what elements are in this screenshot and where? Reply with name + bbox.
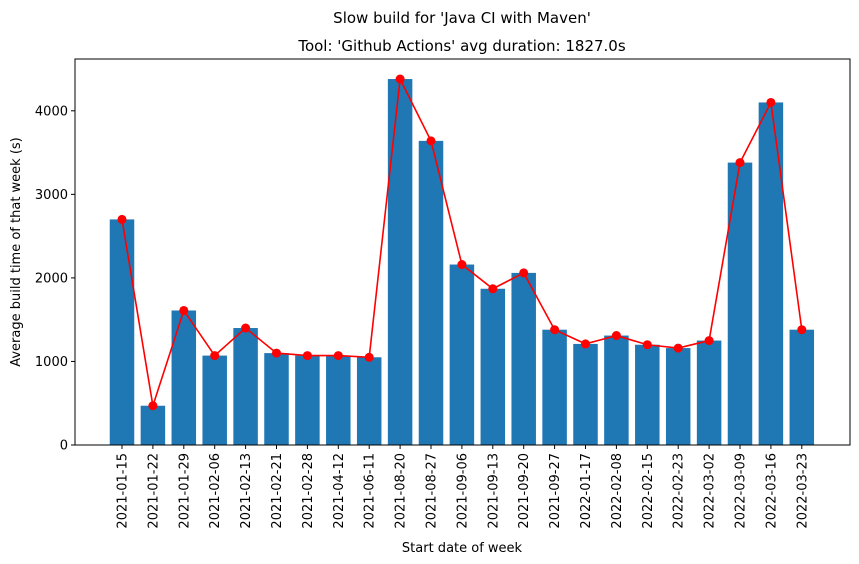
bar bbox=[727, 162, 753, 445]
line-point bbox=[673, 343, 683, 353]
bar bbox=[233, 328, 258, 445]
bar bbox=[109, 219, 135, 445]
x-tick-label: 2021-02-28 bbox=[301, 453, 316, 529]
bar bbox=[202, 355, 227, 445]
bar bbox=[789, 329, 815, 445]
line-point bbox=[766, 97, 776, 107]
line-point bbox=[395, 74, 405, 84]
line-point bbox=[364, 352, 374, 362]
x-tick-label: 2021-02-21 bbox=[270, 453, 285, 529]
x-axis-label: Start date of week bbox=[402, 541, 523, 556]
x-tick-label: 2021-09-13 bbox=[486, 453, 501, 529]
line-point bbox=[735, 158, 745, 168]
bar bbox=[635, 344, 660, 445]
bar bbox=[140, 405, 166, 445]
y-tick-label: 0 bbox=[60, 439, 68, 454]
line-series bbox=[117, 74, 807, 411]
bar bbox=[480, 288, 506, 445]
x-tick-label: 2021-08-20 bbox=[394, 453, 409, 529]
x-tick-label: 2022-03-23 bbox=[795, 453, 810, 529]
y-tick-label: 1000 bbox=[35, 355, 68, 370]
line-point bbox=[148, 401, 158, 411]
x-tick-label: 2021-01-22 bbox=[146, 453, 161, 529]
x-tick-label: 2021-08-27 bbox=[425, 453, 440, 529]
bar bbox=[295, 355, 320, 445]
x-tick-label: 2021-02-06 bbox=[208, 453, 223, 529]
x-tick-label: 2022-03-16 bbox=[764, 453, 779, 529]
bar bbox=[758, 102, 784, 445]
chart-title: Tool: 'Github Actions' avg duration: 182… bbox=[297, 37, 626, 55]
bar bbox=[264, 353, 289, 445]
x-tick-label: 2021-09-20 bbox=[517, 453, 532, 529]
line-point bbox=[333, 351, 343, 361]
y-axis: 0 1000 2000 3000 4000 bbox=[35, 104, 75, 454]
bar bbox=[604, 335, 629, 445]
x-axis: 2021-01-15 2021-01-22 2021-01-29 2021-02-06… bbox=[116, 445, 810, 529]
line-point bbox=[519, 268, 529, 278]
y-tick-label: 4000 bbox=[35, 104, 68, 119]
x-tick-label: 2022-03-02 bbox=[703, 453, 718, 529]
line-point bbox=[488, 284, 498, 294]
x-tick-label: 2022-01-17 bbox=[579, 453, 594, 529]
y-axis-label: Average build time of that week (s) bbox=[9, 137, 24, 367]
bar bbox=[326, 355, 351, 445]
bar bbox=[542, 329, 567, 445]
x-tick-label: 2022-03-09 bbox=[734, 453, 749, 529]
x-tick-label: 2021-04-12 bbox=[332, 453, 347, 529]
line-point bbox=[210, 351, 220, 361]
bar bbox=[665, 348, 691, 445]
x-tick-label: 2021-02-13 bbox=[239, 453, 254, 529]
bar bbox=[387, 79, 413, 446]
bar bbox=[171, 310, 197, 445]
line-point bbox=[457, 260, 467, 270]
x-tick-label: 2021-09-27 bbox=[548, 453, 563, 529]
x-tick-label: 2022-02-15 bbox=[641, 453, 656, 529]
bar bbox=[449, 264, 475, 445]
x-tick-label: 2021-06-11 bbox=[363, 453, 378, 529]
line-point bbox=[642, 340, 652, 350]
line-point bbox=[272, 348, 281, 358]
line-point bbox=[797, 325, 807, 335]
x-tick-label: 2021-01-29 bbox=[177, 453, 192, 529]
bar bbox=[356, 357, 382, 445]
line-point bbox=[426, 136, 436, 146]
x-tick-label: 2021-09-06 bbox=[455, 453, 470, 529]
line-point bbox=[179, 305, 189, 315]
line-point bbox=[581, 339, 590, 349]
bar bbox=[418, 140, 444, 445]
x-tick-label: 2022-02-23 bbox=[672, 453, 687, 529]
y-tick-label: 3000 bbox=[35, 188, 68, 203]
bar bbox=[696, 340, 722, 445]
x-tick-label: 2021-01-15 bbox=[116, 453, 131, 529]
plot-frame bbox=[74, 58, 851, 446]
line-point bbox=[550, 325, 560, 335]
line-point bbox=[241, 323, 251, 333]
bar bbox=[511, 272, 536, 445]
line-point bbox=[704, 336, 714, 346]
chart-suptitle: Slow build for 'Java CI with Maven' bbox=[333, 9, 591, 27]
bar bbox=[573, 343, 598, 445]
line-point bbox=[302, 351, 312, 361]
line-point bbox=[611, 331, 621, 341]
y-tick-label: 2000 bbox=[35, 271, 68, 286]
line-point bbox=[117, 214, 127, 224]
x-tick-label: 2022-02-08 bbox=[610, 453, 625, 529]
